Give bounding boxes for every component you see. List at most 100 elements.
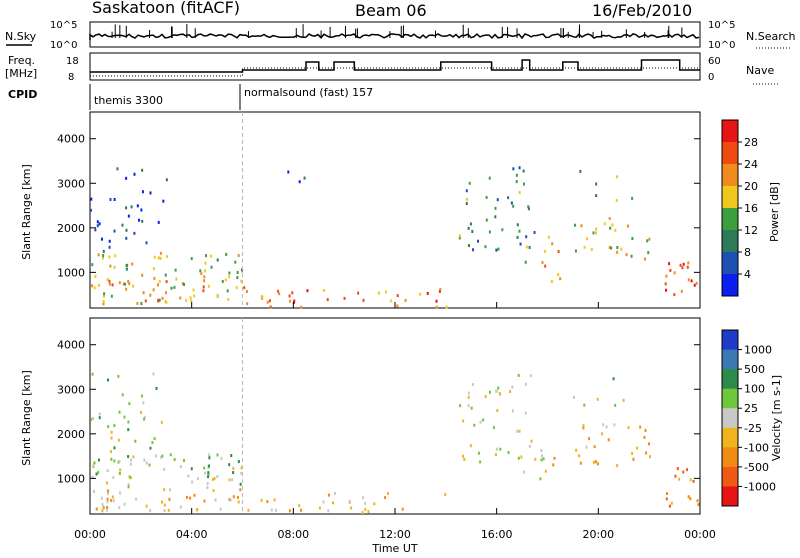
echo-cell — [138, 218, 141, 222]
echo-cell — [609, 226, 612, 230]
echo-cell — [328, 493, 331, 497]
echo-cell — [471, 229, 474, 233]
echo-cell — [97, 458, 100, 462]
echo-cell — [95, 472, 98, 476]
echo-cell — [557, 273, 560, 277]
echo-cell — [630, 254, 633, 258]
echo-cell — [237, 460, 240, 464]
nsky-bottom-tick: 10^0 — [50, 40, 77, 51]
echo-cell — [226, 289, 229, 293]
freq-frame — [89, 52, 701, 81]
echo-cell — [512, 167, 515, 171]
echo-cell — [189, 496, 192, 500]
echo-cell — [616, 464, 619, 468]
echo-cell — [620, 247, 623, 251]
echo-cell — [522, 169, 525, 173]
echo-cell — [109, 264, 112, 268]
echo-cell — [165, 178, 168, 182]
echo-cell — [152, 372, 155, 376]
colorbar-block — [722, 466, 738, 487]
echo-cell — [213, 477, 216, 481]
echo-cell — [261, 295, 264, 299]
colorbar-block — [722, 427, 738, 448]
colorbar-tick-label: -500 — [744, 461, 769, 474]
echo-cell — [343, 296, 346, 300]
echo-cell — [303, 176, 306, 180]
echo-cell — [100, 237, 103, 241]
echo-cell — [93, 286, 96, 290]
echo-cell — [516, 223, 519, 227]
echo-cell — [497, 386, 500, 390]
echo-cell — [277, 289, 280, 293]
freq-top-tick: 18 — [66, 56, 79, 67]
echo-cell — [678, 477, 681, 481]
echo-cell — [163, 503, 166, 507]
echo-cell — [112, 475, 115, 479]
echo-cell — [541, 454, 544, 458]
echo-cell — [477, 239, 480, 243]
echo-cell — [636, 446, 639, 450]
echo-cell — [174, 268, 177, 272]
echo-cell — [113, 446, 116, 450]
echo-cell — [488, 230, 491, 234]
echo-cell — [123, 415, 126, 419]
echo-cell — [512, 204, 515, 208]
echo-cell — [107, 378, 110, 382]
echo-cell — [169, 453, 172, 457]
echo-cell — [647, 251, 650, 255]
echo-cell — [596, 462, 599, 466]
echo-cell — [179, 296, 182, 300]
echo-cell — [157, 283, 160, 287]
echo-cell — [612, 377, 615, 381]
echo-cell — [91, 372, 94, 376]
colorbar-block — [722, 252, 738, 275]
nave-bottom-tick: 0 — [708, 72, 714, 83]
echo-cell — [540, 458, 543, 462]
echo-cell — [158, 298, 161, 302]
echo-cell — [145, 504, 148, 508]
echo-cell — [494, 215, 497, 219]
echo-cell — [467, 404, 470, 408]
echo-cell — [488, 390, 491, 394]
echo-cell — [117, 438, 120, 442]
echo-cell — [681, 266, 684, 270]
velocity-ylabel: Slant Range [km] — [20, 370, 33, 466]
echo-cell — [208, 456, 211, 460]
echo-cell — [686, 265, 689, 269]
colorbar-tick-label: 25 — [744, 402, 758, 415]
echo-cell — [496, 409, 499, 413]
echo-cell — [287, 170, 290, 174]
echo-cell — [118, 471, 121, 475]
echo-cell — [333, 491, 336, 495]
echo-cell — [458, 236, 461, 240]
colorbar-block — [722, 274, 738, 297]
x-tick-label: 00:00 — [74, 528, 106, 541]
echo-cell — [268, 299, 271, 303]
echo-cell — [236, 495, 239, 499]
colorbar-block — [722, 230, 738, 253]
echo-cell — [247, 508, 250, 512]
colorbar-tick-label: 500 — [744, 363, 765, 376]
x-tick-label: 16:00 — [481, 528, 513, 541]
echo-cell — [106, 469, 109, 473]
echo-cell — [181, 282, 184, 286]
echo-cell — [516, 429, 519, 433]
echo-cell — [130, 458, 133, 462]
echo-cell — [507, 196, 510, 200]
echo-cell — [387, 492, 390, 496]
echo-cell — [501, 228, 504, 232]
echo-cell — [94, 228, 97, 232]
echo-cell — [228, 463, 231, 467]
echo-cell — [202, 285, 205, 289]
echo-cell — [300, 508, 303, 512]
echo-cell — [153, 437, 156, 441]
echo-cell — [588, 437, 591, 441]
echo-cell — [106, 500, 109, 504]
echo-cell — [113, 265, 116, 269]
echo-cell — [648, 237, 651, 241]
echo-cell — [118, 491, 121, 495]
echo-cell — [495, 453, 498, 457]
colorbar-block — [722, 186, 738, 209]
echo-cell — [127, 428, 130, 432]
echo-cell — [102, 254, 105, 258]
